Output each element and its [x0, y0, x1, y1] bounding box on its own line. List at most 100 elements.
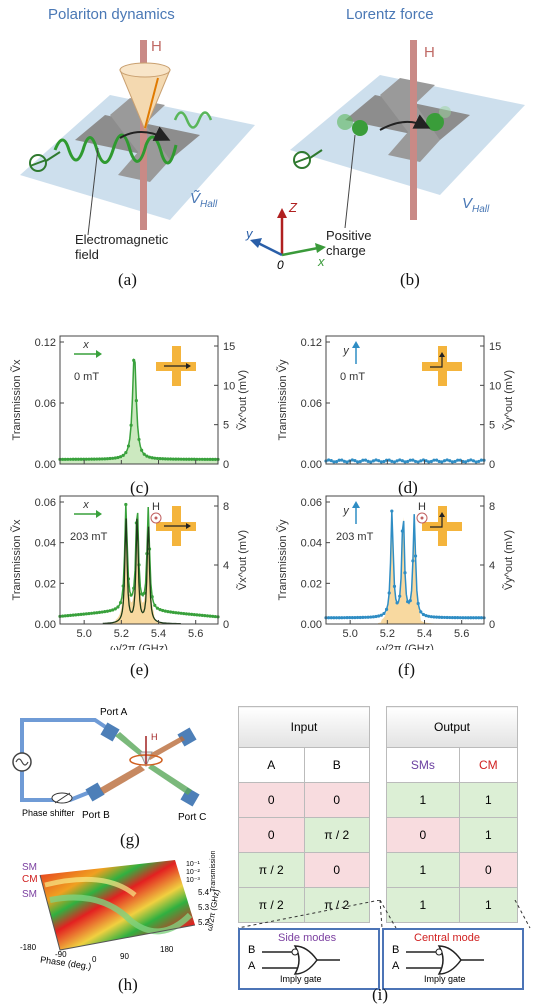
panel-b-title: Lorentz force — [346, 6, 434, 23]
data-point-c — [163, 457, 167, 461]
data-point-c — [155, 456, 160, 461]
data-point-d — [356, 460, 360, 464]
row4-sms: 1 — [386, 887, 460, 923]
axis-z: Z — [289, 200, 297, 215]
data-point-d — [374, 458, 378, 462]
data-point-e — [118, 601, 123, 605]
data-point-e — [187, 612, 191, 616]
data-point-c — [92, 457, 96, 461]
y2tick-c: 5 — [223, 420, 229, 432]
plot-f: 0.00 0.02 0.04 0.06 0 4 8 5.0 5.2 5.4 5.6 ω/2π (GHz… — [276, 495, 515, 650]
data-point-f — [353, 615, 357, 620]
port-c-label: Port C — [178, 812, 207, 823]
data-point-c — [205, 457, 210, 461]
data-point-e — [197, 613, 202, 617]
side-modes-title: Side modes — [278, 932, 337, 944]
ytick-c: 0.12 — [35, 337, 56, 349]
plot-frame-f — [325, 495, 485, 625]
side-gate-label: Imply gate — [280, 974, 322, 984]
transmission-plots: 0.00 0.06 0.12 0 5 10 15 Transmission Ṽx Ṽx^out … — [10, 335, 515, 650]
data-point-e — [142, 591, 146, 595]
data-point-e — [211, 614, 215, 618]
data-point-e — [76, 613, 81, 617]
phase-tick-4: 180 — [160, 945, 174, 954]
data-point-c — [158, 457, 162, 461]
data-point-e — [82, 612, 86, 616]
data-point-d — [479, 458, 483, 462]
ytick-f: 0.00 — [301, 619, 322, 631]
data-point-e — [124, 502, 128, 507]
dir-arrow-label-e: x — [82, 499, 89, 511]
data-point-d — [369, 460, 373, 464]
axis-x: x — [318, 254, 325, 269]
data-point-f — [450, 615, 454, 620]
side-input-b: B — [248, 944, 256, 956]
vhall-label-b: VHall — [462, 195, 490, 215]
data-point-d — [413, 459, 418, 464]
xtick-e: 5.2 — [114, 628, 129, 640]
y2tick-d: 10 — [489, 380, 501, 392]
data-point-c — [150, 456, 154, 460]
row2-b: π / 2 — [303, 817, 370, 853]
data-point-f — [371, 615, 375, 619]
data-point-d — [337, 458, 341, 462]
data-point-f — [411, 559, 415, 563]
data-point-d — [437, 459, 441, 464]
data-point-c — [79, 457, 83, 461]
zoom-lines — [237, 900, 531, 929]
ytick-d: 0.12 — [301, 337, 322, 349]
row4-b: π / 2 — [303, 887, 370, 923]
data-point-c — [166, 457, 170, 461]
label-b: (b) — [400, 270, 420, 289]
data-point-f — [374, 614, 378, 619]
data-point-d — [419, 459, 423, 463]
dir-arrow-label-c: x — [82, 339, 89, 351]
y2label-f: Ṽy^out (mV) — [502, 530, 515, 590]
data-point-c — [68, 457, 73, 461]
y2tick-d: 15 — [489, 341, 501, 353]
row3-a: π / 2 — [238, 852, 305, 888]
data-point-c — [153, 456, 157, 460]
xtick-e: 5.6 — [188, 628, 203, 640]
data-point-f — [342, 616, 347, 620]
data-point-c — [105, 457, 109, 461]
ytick-f: 0.04 — [301, 538, 322, 550]
data-point-f — [348, 616, 352, 620]
field-label-e: 203 mT — [70, 531, 108, 543]
ytick-c: 0.00 — [35, 459, 56, 471]
data-point-d — [403, 460, 407, 464]
data-point-c — [203, 457, 207, 461]
y2tick-e: 8 — [223, 501, 229, 513]
row3-b: 0 — [303, 852, 370, 888]
data-point-c — [126, 444, 131, 448]
ytick-e: 0.00 — [35, 619, 56, 631]
xtick-f: 5.6 — [454, 628, 469, 640]
data-point-f — [413, 554, 418, 558]
data-point-d — [332, 460, 336, 464]
data-point-d — [456, 458, 460, 462]
data-point-e — [150, 595, 154, 599]
data-point-e — [192, 613, 196, 617]
data-point-d — [366, 459, 370, 463]
em-wave — [53, 133, 178, 165]
data-point-f — [369, 615, 373, 619]
data-point-d — [406, 459, 410, 464]
ytick-e: 0.02 — [35, 578, 56, 590]
data-point-c — [124, 450, 128, 455]
phase-tick-3: 90 — [120, 952, 129, 961]
data-point-f — [461, 616, 465, 620]
data-point-e — [113, 607, 117, 611]
data-point-c — [76, 457, 81, 461]
data-point-d — [445, 458, 449, 462]
ytick-e: 0.06 — [35, 497, 56, 509]
data-point-e — [203, 614, 207, 618]
ytick-f: 0.02 — [301, 578, 322, 590]
h-label-a: H — [151, 38, 162, 55]
data-point-f — [408, 598, 412, 603]
phase-tick-1: -90 — [55, 950, 67, 959]
data-point-e — [108, 609, 112, 613]
h-label-f: H — [418, 501, 426, 513]
plot-frame-c — [59, 335, 219, 465]
data-point-f — [453, 616, 457, 620]
data-point-e — [105, 609, 109, 613]
